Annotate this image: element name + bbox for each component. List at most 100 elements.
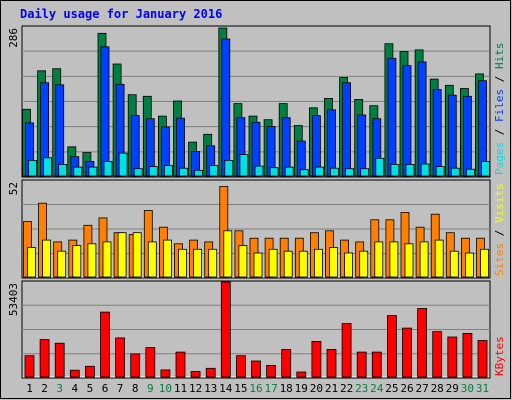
legend-item-visits: Visits [493, 183, 506, 223]
bar-pages [269, 167, 279, 177]
bar-kbytes [296, 371, 307, 378]
day-label: 7 [117, 382, 124, 395]
bar-kbytes [85, 365, 95, 378]
day-label: 19 [295, 382, 308, 395]
bar-pages [194, 169, 204, 177]
bar-kbytes [386, 315, 397, 378]
bar-kbytes [69, 369, 80, 378]
day-label: 18 [280, 382, 293, 395]
bar-pages [224, 159, 234, 177]
bar-kbytes [402, 327, 412, 378]
bar-visits [298, 250, 308, 278]
bar-files [327, 109, 336, 177]
bar-visits [238, 245, 248, 278]
bar-kbytes [417, 308, 428, 378]
bar-pages [390, 164, 400, 177]
bar-pages [179, 167, 188, 177]
bar-visits [132, 232, 142, 278]
bar-visits [480, 248, 489, 278]
panel-max-label-kbytes: 53403 [7, 283, 20, 316]
bar-kbytes [160, 369, 171, 378]
panel-max-label-visits: 52 [7, 182, 20, 195]
day-label: 27 [415, 382, 428, 395]
bar-pages [209, 165, 219, 177]
bar-visits [162, 239, 172, 278]
bar-files [402, 65, 412, 177]
bar-kbytes [462, 332, 473, 378]
bar-pages [133, 168, 143, 177]
bar-visits [313, 248, 323, 278]
bar-pages [118, 152, 128, 177]
day-label: 26 [400, 382, 413, 395]
bar-kbytes [145, 347, 156, 378]
bar-pages [284, 166, 294, 177]
panel-legend-kbytes: KBytes [493, 336, 506, 376]
panel-max-label-hits: 286 [7, 28, 20, 48]
bar-pages [254, 165, 264, 177]
bar-pages [314, 166, 324, 177]
panel-kbytes: 53403 KBytes [7, 280, 506, 379]
bar-pages [73, 166, 83, 177]
bar-files [357, 114, 367, 177]
bar-visits [27, 247, 36, 278]
bar-pages [299, 169, 309, 177]
bar-kbytes [341, 323, 352, 378]
day-label: 12 [189, 382, 202, 395]
bar-pages [58, 164, 68, 177]
bar-pages [450, 167, 460, 177]
bar-kbytes [24, 355, 35, 378]
bar-visits [193, 248, 203, 278]
bar-visits [464, 252, 474, 278]
day-label: 17 [264, 382, 277, 395]
bar-visits [268, 248, 278, 278]
chart-title: Daily usage for January 2016 [20, 7, 222, 21]
bar-pages [435, 166, 445, 177]
legend-item-files: Files [493, 89, 506, 122]
bar-visits [434, 239, 444, 278]
bar-pages [330, 167, 339, 177]
day-label: 4 [71, 382, 78, 395]
day-label: 11 [174, 382, 187, 395]
day-label: 15 [234, 382, 247, 395]
bar-visits [374, 241, 384, 278]
bar-files [130, 115, 140, 177]
bar-visits [87, 243, 97, 278]
bar-visits [147, 241, 157, 278]
panel-legend-visits: Sites / Visits [493, 183, 506, 276]
bar-files [100, 46, 110, 177]
bar-files [432, 89, 442, 177]
bar-visits [344, 252, 354, 278]
bar-visits [283, 250, 293, 278]
day-label: 24 [370, 382, 384, 395]
legend-item-hits: Hits [493, 43, 506, 70]
bar-files [176, 117, 185, 177]
day-label: 3 [56, 382, 63, 395]
bar-visits [359, 250, 369, 278]
day-label: 22 [340, 382, 353, 395]
bar-kbytes [356, 351, 367, 378]
day-label: 16 [249, 382, 262, 395]
bar-kbytes [432, 331, 443, 378]
legend-separator: / [493, 122, 506, 142]
day-label: 1 [26, 382, 33, 395]
bar-files [342, 82, 352, 177]
day-label: 25 [385, 382, 398, 395]
bar-visits [72, 245, 82, 278]
day-label: 10 [159, 382, 172, 395]
legend-separator: / [493, 69, 506, 89]
day-label: 21 [325, 382, 338, 395]
bar-kbytes [220, 281, 231, 378]
bar-visits [117, 232, 127, 278]
legend-item-sites: Sites [493, 243, 506, 276]
day-label: 2 [41, 382, 48, 395]
bar-kbytes [477, 340, 488, 378]
bar-kbytes [447, 336, 458, 378]
bar-pages [375, 157, 385, 177]
panel-legend-hits: Pages / Files / Hits [493, 43, 506, 176]
bar-pages [420, 163, 430, 177]
day-label: 23 [355, 382, 368, 395]
panel-visits: 52 Sites / Visits [7, 179, 506, 279]
bar-pages [88, 166, 98, 177]
bar-files [447, 94, 457, 177]
